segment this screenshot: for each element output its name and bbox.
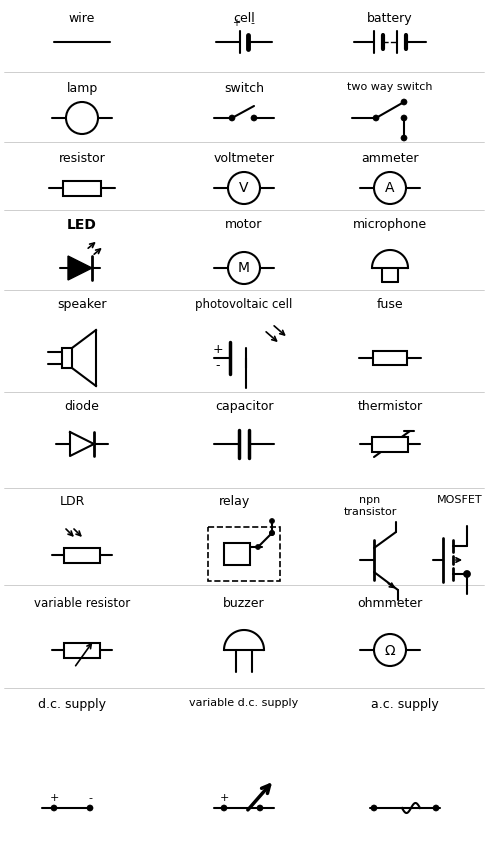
Text: MOSFET: MOSFET [437,495,483,505]
Text: diode: diode [64,400,100,413]
Circle shape [401,99,407,105]
Bar [373,351,407,365]
Text: microphone: microphone [353,218,427,231]
Circle shape [228,172,260,204]
Bar [224,543,250,565]
Text: V: V [239,181,249,195]
Circle shape [269,518,274,523]
Circle shape [66,102,98,134]
Circle shape [257,805,263,811]
Text: motor: motor [225,218,263,231]
Polygon shape [68,256,92,280]
Text: d.c. supply: d.c. supply [38,698,106,711]
Text: M: M [238,261,250,275]
Text: capacitor: capacitor [215,400,273,413]
Text: A: A [385,181,395,195]
Text: -: - [88,793,92,803]
Circle shape [251,115,257,121]
Circle shape [401,135,407,141]
Text: switch: switch [224,82,264,95]
Circle shape [371,805,377,811]
Bar [372,437,408,452]
Text: resistor: resistor [59,152,105,165]
Text: ohmmeter: ohmmeter [357,597,423,610]
Text: photovoltaic cell: photovoltaic cell [195,298,293,311]
Circle shape [374,634,406,666]
Circle shape [401,115,407,121]
Text: -: - [250,18,254,28]
Circle shape [464,571,470,577]
Text: LED: LED [67,218,97,232]
Bar [64,643,100,658]
Text: ammeter: ammeter [361,152,419,165]
Circle shape [373,115,379,121]
Text: +: + [232,18,240,28]
Circle shape [228,252,260,284]
Circle shape [87,805,93,811]
Text: battery: battery [367,12,413,25]
Text: thermistor: thermistor [357,400,423,413]
Text: +: + [219,793,229,803]
Circle shape [269,531,274,535]
Circle shape [433,805,439,811]
Text: relay: relay [218,495,250,508]
Text: lamp: lamp [66,82,98,95]
Circle shape [229,115,235,121]
Text: -: - [216,359,220,372]
Text: two way switch: two way switch [347,82,433,92]
Circle shape [51,805,57,811]
Circle shape [256,544,261,550]
Text: buzzer: buzzer [223,597,265,610]
Text: a.c. supply: a.c. supply [371,698,439,711]
Bar [208,527,280,581]
Text: +: + [49,793,59,803]
Text: fuse: fuse [377,298,403,311]
Circle shape [221,805,227,811]
Circle shape [374,172,406,204]
Text: npn
transistor: npn transistor [344,495,397,516]
Text: +: + [213,343,224,356]
Text: variable d.c. supply: variable d.c. supply [189,698,299,708]
Text: wire: wire [69,12,95,25]
Text: cell: cell [233,12,255,25]
Polygon shape [224,630,264,650]
Bar [62,348,72,368]
Bar [64,548,100,563]
Bar [63,181,101,196]
Circle shape [269,531,274,535]
Text: speaker: speaker [57,298,107,311]
Polygon shape [70,432,94,456]
Text: variable resistor: variable resistor [34,597,130,610]
Text: voltmeter: voltmeter [214,152,274,165]
Text: LDR: LDR [60,495,85,508]
Text: Ω: Ω [385,644,395,658]
